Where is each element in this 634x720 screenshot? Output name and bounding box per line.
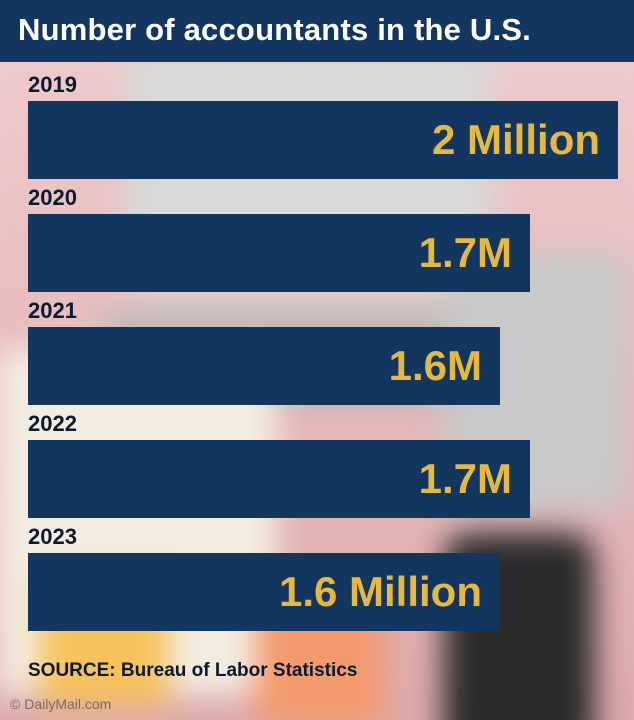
bar-value-label: 1.6M	[389, 342, 482, 390]
bar-year-label: 2019	[28, 72, 618, 98]
source-label: SOURCE:	[28, 660, 116, 681]
bar-value-label: 1.7M	[419, 229, 512, 277]
bar-rect: 1.6M	[28, 327, 500, 405]
bar-rect: 1.7M	[28, 440, 530, 518]
source-line: SOURCE: Bureau of Labor Statistics	[28, 660, 357, 682]
bar-year-label: 2023	[28, 524, 618, 550]
bar-row: 2023 1.6 Million	[28, 524, 618, 631]
bar-rect: 1.6 Million	[28, 553, 500, 631]
bar-value-label: 2 Million	[432, 116, 600, 164]
bar-value-label: 1.6 Million	[279, 568, 482, 616]
source-text: Bureau of Labor Statistics	[121, 660, 358, 681]
accountants-bar-chart: Number of accountants in the U.S. 2019 2…	[0, 0, 634, 720]
bar-row: 2020 1.7M	[28, 185, 618, 292]
bar-rect: 1.7M	[28, 214, 530, 292]
bar-year-label: 2022	[28, 411, 618, 437]
bar-year-label: 2020	[28, 185, 618, 211]
bar-value-label: 1.7M	[419, 455, 512, 503]
bar-rect: 2 Million	[28, 101, 618, 179]
bars-area: 2019 2 Million 2020 1.7M 2021 1.6M 2022 …	[28, 72, 618, 648]
chart-title: Number of accountants in the U.S.	[0, 0, 634, 62]
image-credit: © DailyMail.com	[10, 696, 111, 712]
bar-row: 2021 1.6M	[28, 298, 618, 405]
bar-row: 2019 2 Million	[28, 72, 618, 179]
bar-row: 2022 1.7M	[28, 411, 618, 518]
bar-year-label: 2021	[28, 298, 618, 324]
